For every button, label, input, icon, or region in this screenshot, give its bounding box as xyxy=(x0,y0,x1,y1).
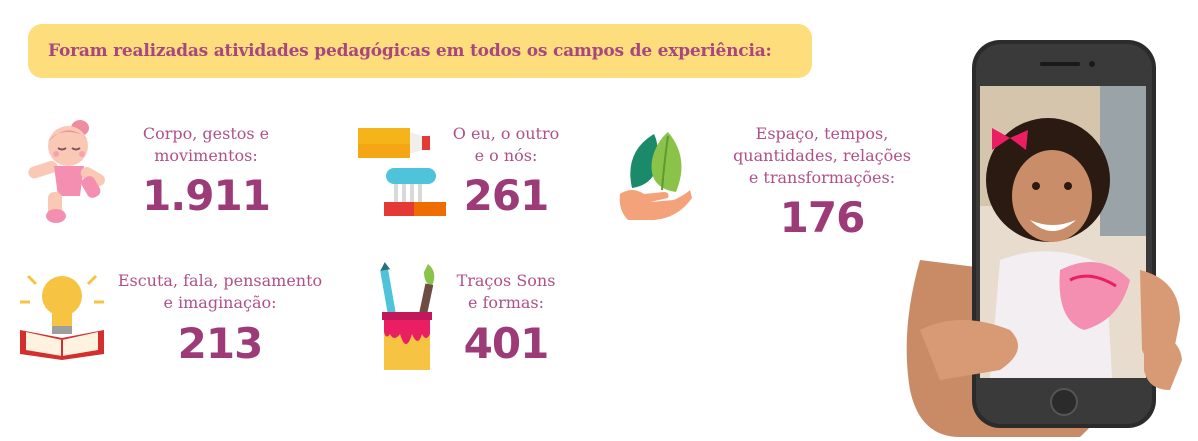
field-label-line: e o nós: xyxy=(474,146,538,165)
book-lightbulb-icon xyxy=(20,274,104,360)
field-value: 261 xyxy=(463,171,550,220)
toothbrush-toothpaste-icon xyxy=(358,128,446,216)
field-label-line: Corpo, gestos e xyxy=(142,124,270,143)
field-label: Corpo, gestos e movimentos: xyxy=(136,123,276,167)
paint-pot-brushes-icon xyxy=(380,262,435,370)
field-label-line: O eu, o outro xyxy=(452,124,560,143)
field-label-line: quantidades, relações xyxy=(733,146,911,165)
field-label-line: e imaginação: xyxy=(163,293,277,312)
field-label: Traços Sons e formas: xyxy=(446,270,566,314)
field-value: 176 xyxy=(779,193,866,242)
smartphone-photo-icon xyxy=(906,40,1182,437)
field-label-line: Escuta, fala, pensamento xyxy=(117,271,323,290)
field-value: 401 xyxy=(463,319,550,368)
intro-banner: Foram realizadas atividades pedagógicas … xyxy=(28,24,812,78)
field-label-line: Espaço, tempos, xyxy=(755,124,889,143)
field-label: Escuta, fala, pensamento e imaginação: xyxy=(110,270,330,314)
hand-leaf-icon xyxy=(619,132,692,220)
field-label-line: Traços Sons xyxy=(456,271,556,290)
dancing-child-icon xyxy=(28,120,105,223)
field-label-line: e transformações: xyxy=(748,168,896,187)
field-value: 213 xyxy=(177,319,264,368)
field-value: 1.911 xyxy=(142,171,271,220)
intro-banner-text: Foram realizadas atividades pedagógicas … xyxy=(48,41,772,61)
field-label: O eu, o outro e o nós: xyxy=(446,123,566,167)
field-label-line: e formas: xyxy=(467,293,545,312)
phone-illustration xyxy=(880,30,1198,437)
field-label: Espaço, tempos, quantidades, relações e … xyxy=(722,123,922,189)
field-label-line: movimentos: xyxy=(154,146,258,165)
